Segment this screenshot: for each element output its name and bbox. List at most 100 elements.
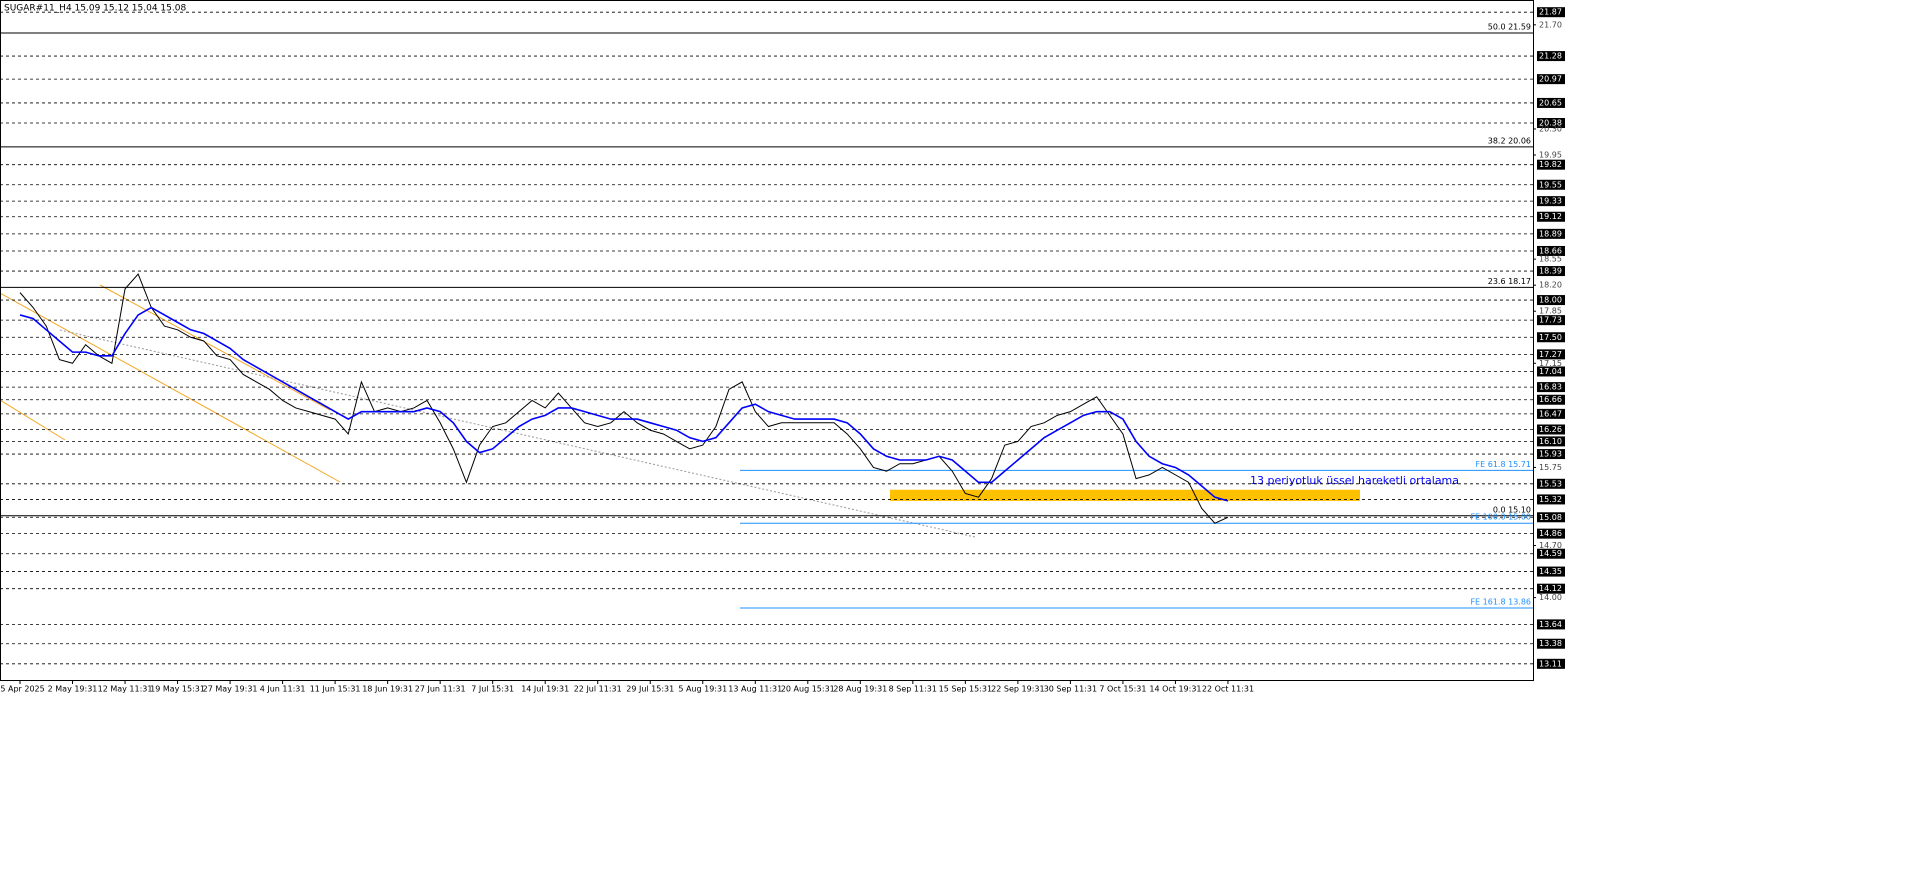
x-tick-label: 4 Jun 11:31 — [260, 685, 306, 694]
level-label-box — [1537, 478, 1565, 489]
x-tick-label: 19 May 15:31 — [150, 685, 205, 694]
channel-line — [99, 284, 331, 411]
x-tick-label: 27 Jun 11:31 — [415, 685, 466, 694]
x-tick-label: 2 May 19:31 — [48, 685, 98, 694]
level-label-box — [1537, 366, 1565, 377]
level-label-box — [1537, 266, 1565, 277]
level-label: 17.04 — [1539, 367, 1562, 376]
y-tick-label: 18.20 — [1539, 281, 1562, 290]
level-label-box — [1537, 245, 1565, 256]
fib-label: 38.2 20.06 — [1488, 136, 1531, 145]
annotation: 13 periyotluk üssel hareketli ortalama — [1250, 474, 1459, 487]
level-label: 17.50 — [1539, 333, 1562, 342]
level-label: 16.26 — [1539, 425, 1562, 434]
level-label: 14.86 — [1539, 529, 1562, 538]
level-label: 15.53 — [1539, 479, 1562, 488]
level-label: 17.27 — [1539, 350, 1562, 359]
level-label-box — [1537, 295, 1565, 306]
fib-label: 23.6 18.17 — [1488, 277, 1531, 286]
level-label: 14.59 — [1539, 549, 1562, 558]
level-label-box — [1537, 424, 1565, 435]
y-tick-label: 15.75 — [1539, 463, 1562, 472]
x-tick-label: 22 Jul 11:31 — [574, 685, 622, 694]
level-label-box — [1537, 74, 1565, 85]
x-tick-label: 13 Aug 11:31 — [728, 685, 782, 694]
level-label-box — [1537, 228, 1565, 239]
x-tick-label: 7 Oct 15:31 — [1099, 685, 1146, 694]
level-label-box — [1537, 179, 1565, 190]
y-tick-label: 20.30 — [1539, 124, 1562, 133]
level-label: 17.73 — [1539, 316, 1562, 325]
level-label-box — [1537, 548, 1565, 559]
trend-line — [59, 329, 976, 538]
level-label-box — [1537, 51, 1565, 62]
fe-label: FE 100.0 15.00 — [1470, 513, 1531, 522]
level-label: 14.35 — [1539, 567, 1562, 576]
level-label: 20.65 — [1539, 98, 1562, 107]
channel — [0, 284, 341, 483]
level-label-box — [1537, 619, 1565, 630]
x-tick-label: 20 Aug 15:31 — [781, 685, 835, 694]
level-label-box — [1537, 408, 1565, 419]
level-label-box — [1537, 349, 1565, 360]
level-label: 19.55 — [1539, 180, 1562, 189]
level-label-box — [1537, 382, 1565, 393]
level-label: 13.11 — [1539, 659, 1562, 668]
level-label: 13.64 — [1539, 620, 1562, 629]
level-label-box — [1537, 211, 1565, 222]
y-tick-label: 19.95 — [1539, 151, 1562, 160]
x-tick-label: 18 Jun 19:31 — [362, 685, 413, 694]
y-tick-label: 14.00 — [1539, 593, 1562, 602]
x-tick-label: 30 Sep 11:31 — [1044, 685, 1097, 694]
x-tick-label: 29 Jul 15:31 — [626, 685, 674, 694]
level-label: 19.82 — [1539, 160, 1562, 169]
level-label: 14.12 — [1539, 584, 1562, 593]
x-tick-label: 22 Oct 11:31 — [1202, 685, 1254, 694]
level-label: 18.66 — [1539, 246, 1562, 255]
level-label-box — [1537, 583, 1565, 594]
level-label: 15.32 — [1539, 495, 1562, 504]
level-label: 16.10 — [1539, 437, 1562, 446]
x-tick-label: 11 Jun 15:31 — [310, 685, 361, 694]
y-tick-label: 14.70 — [1539, 541, 1562, 550]
level-label-box — [1537, 7, 1565, 18]
level-label-box — [1537, 315, 1565, 326]
channel-line — [0, 292, 341, 483]
x-tick-label: 27 May 19:31 — [203, 685, 258, 694]
level-label-box — [1537, 494, 1565, 505]
y-tick-label: 18.55 — [1539, 255, 1562, 264]
level-label-box — [1537, 159, 1565, 170]
level-label: 16.83 — [1539, 383, 1562, 392]
x-tick-label: 8 Sep 11:31 — [889, 685, 937, 694]
level-label: 15.08 — [1539, 513, 1562, 522]
price-line — [19, 273, 1229, 524]
level-label-box — [1537, 512, 1565, 523]
level-label: 19.12 — [1539, 212, 1562, 221]
level-label: 18.39 — [1539, 267, 1562, 276]
x-tick-label: 12 May 11:31 — [98, 685, 153, 694]
level-label-box — [1537, 196, 1565, 207]
level-label: 21.28 — [1539, 52, 1562, 61]
fe-label: FE 161.8 13.86 — [1470, 598, 1531, 607]
level-label: 15.93 — [1539, 450, 1562, 459]
x-tick-label: 14 Jul 19:31 — [521, 685, 569, 694]
level-label-box — [1537, 97, 1565, 108]
level-label: 21.87 — [1539, 8, 1562, 17]
x-tick-label: 7 Jul 15:31 — [471, 685, 514, 694]
level-label: 19.33 — [1539, 197, 1562, 206]
level-label: 16.66 — [1539, 395, 1562, 404]
fib-label: 50.0 21.59 — [1488, 23, 1531, 32]
level-label-box — [1537, 566, 1565, 577]
x-tick-label: 5 Aug 19:31 — [678, 685, 727, 694]
level-label: 18.89 — [1539, 229, 1562, 238]
x-tick-label: 25 Apr 2025 — [0, 685, 45, 694]
chart-title: SUGAR#11_H4 15.09 15.12 15.04 15.08 — [4, 4, 186, 14]
level-label-box — [1537, 436, 1565, 447]
level-label-box — [1537, 118, 1565, 129]
plot-frame — [0, 0, 1534, 681]
x-tick-label: 28 Aug 19:31 — [833, 685, 887, 694]
level-label: 16.47 — [1539, 409, 1562, 418]
level-label: 18.00 — [1539, 296, 1562, 305]
